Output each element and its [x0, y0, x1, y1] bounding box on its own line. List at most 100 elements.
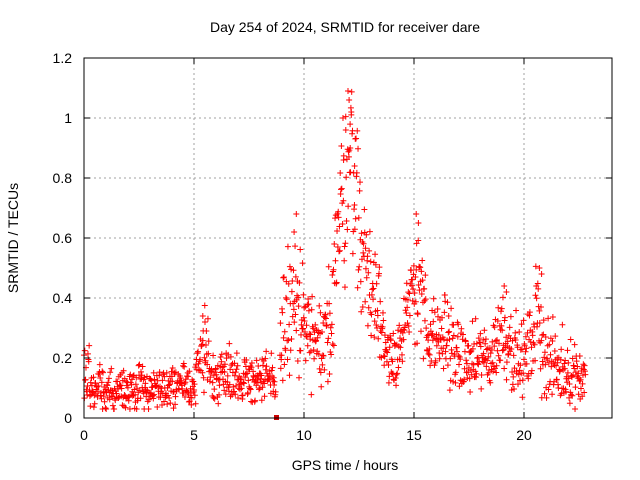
data-point	[105, 379, 112, 386]
data-point	[102, 386, 109, 393]
data-point	[327, 324, 334, 331]
data-point	[311, 355, 318, 362]
data-point	[536, 307, 543, 314]
data-point	[375, 335, 382, 342]
data-point	[501, 314, 508, 321]
data-point	[356, 187, 363, 194]
data-point	[519, 394, 526, 401]
data-point	[330, 266, 337, 273]
data-point	[447, 355, 454, 362]
data-point	[383, 358, 390, 365]
data-point	[272, 388, 279, 395]
data-point	[381, 353, 388, 360]
data-point	[197, 356, 204, 363]
data-point	[565, 359, 572, 366]
data-point	[164, 401, 171, 408]
data-point	[149, 384, 156, 391]
data-point	[209, 379, 216, 386]
y-tick-label: 0.4	[53, 290, 73, 306]
data-point	[304, 342, 311, 349]
data-point	[306, 330, 313, 337]
data-point	[303, 332, 310, 339]
data-point	[302, 357, 309, 364]
data-point	[308, 306, 315, 313]
data-point	[303, 322, 310, 329]
data-point	[394, 370, 401, 377]
data-point	[579, 380, 586, 387]
chart-title: Day 254 of 2024, SRMTID for receiver dar…	[210, 19, 480, 35]
data-point	[324, 339, 331, 346]
data-point	[499, 327, 506, 334]
data-point	[185, 373, 192, 380]
data-point	[238, 385, 245, 392]
data-point	[90, 404, 97, 411]
data-point	[245, 377, 252, 384]
data-point	[108, 365, 115, 372]
data-point	[355, 145, 362, 152]
data-point	[548, 363, 555, 370]
data-point	[258, 372, 265, 379]
data-point	[132, 391, 139, 398]
data-point	[532, 357, 539, 364]
data-point	[333, 279, 340, 286]
data-point	[517, 346, 524, 353]
data-point	[317, 369, 324, 376]
data-point	[133, 406, 140, 412]
data-point	[225, 388, 232, 395]
data-point	[393, 371, 400, 378]
data-point	[457, 356, 464, 363]
data-point	[290, 267, 297, 274]
data-point	[263, 363, 270, 370]
data-point	[480, 359, 487, 366]
data-point	[442, 348, 449, 355]
data-point	[288, 335, 295, 342]
data-point	[370, 296, 377, 303]
data-point	[218, 358, 225, 365]
data-point	[298, 331, 305, 338]
data-point	[452, 369, 459, 376]
data-point	[368, 332, 375, 339]
data-point	[373, 280, 380, 287]
data-point	[242, 363, 249, 370]
data-point	[292, 311, 299, 318]
data-point	[319, 361, 326, 368]
data-point	[417, 328, 424, 335]
data-point	[221, 361, 228, 368]
data-point	[549, 313, 556, 320]
data-point	[431, 309, 438, 316]
data-point	[503, 289, 510, 295]
y-tick-label: 0	[64, 410, 72, 426]
data-point	[238, 376, 245, 383]
data-point	[429, 337, 436, 344]
data-point	[575, 391, 582, 398]
data-point	[372, 251, 379, 258]
data-point	[181, 363, 188, 370]
data-point	[494, 337, 501, 344]
data-point	[434, 306, 441, 313]
y-axis-title: SRMTID / TECUs	[5, 183, 21, 293]
data-point	[353, 169, 360, 176]
data-point	[261, 393, 268, 400]
data-point	[566, 394, 573, 401]
data-point	[414, 311, 421, 318]
data-point	[330, 342, 337, 349]
data-point	[404, 304, 411, 311]
data-point	[456, 361, 463, 368]
axis-ticks	[83, 57, 612, 419]
data-point	[463, 360, 470, 367]
data-point	[446, 328, 453, 335]
data-point	[383, 346, 390, 353]
data-point	[257, 375, 264, 382]
data-point	[534, 280, 541, 287]
data-point	[523, 360, 530, 367]
data-point	[573, 358, 580, 365]
data-point	[247, 386, 254, 393]
data-point	[542, 361, 549, 368]
data-point	[422, 272, 429, 279]
data-point	[299, 325, 306, 332]
data-point	[221, 387, 228, 394]
data-point	[399, 358, 406, 365]
data-point	[417, 264, 424, 271]
data-point	[373, 321, 380, 328]
data-point	[329, 271, 336, 278]
